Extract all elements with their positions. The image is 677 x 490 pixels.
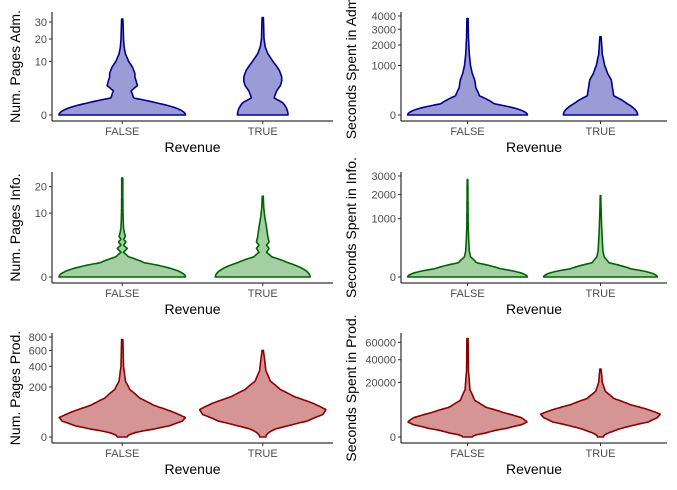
violin-false [407, 337, 528, 438]
y-tick-label: 0 [390, 110, 396, 122]
y-tick-label: 0 [390, 432, 396, 444]
y-axis-title: Num. Pages Prod. [7, 331, 23, 445]
violin-true [214, 195, 311, 278]
x-tick-label: FALSE [450, 126, 484, 138]
x-tick-label: FALSE [450, 288, 484, 300]
x-axis-title: Revenue [164, 461, 220, 477]
x-axis-title: Revenue [506, 301, 562, 317]
x-tick-label: TRUE [586, 448, 616, 460]
violin-true [198, 349, 327, 438]
x-tick-label: FALSE [105, 448, 139, 460]
y-tick-label: 20000 [365, 377, 396, 389]
y-tick-label: 40000 [365, 355, 396, 367]
x-axis-title: Revenue [506, 461, 562, 477]
y-tick-label: 600 [29, 345, 47, 357]
y-axis-title: Seconds Spent in Prod. [343, 314, 359, 461]
violin-false [406, 17, 529, 116]
x-tick-label: TRUE [586, 126, 616, 138]
violin-true [540, 368, 661, 438]
violin-panel: 0 10 20 30 FALSE TRUE Revenue Num. Pages Adm. [7, 10, 333, 155]
violin-true [542, 194, 659, 278]
violin-true [562, 35, 639, 116]
y-tick-label: 20 [35, 182, 47, 194]
y-tick-label: 4000 [372, 11, 396, 23]
y-tick-label: 3000 [372, 24, 396, 36]
y-tick-label: 2000 [372, 40, 396, 52]
y-tick-label: 10 [35, 56, 47, 68]
violin-true [236, 16, 289, 116]
violin-panel: 0 10 20 FALSE TRUE Revenue Num. Pages Info. [7, 172, 333, 317]
y-tick-label: 1000 [372, 214, 396, 226]
x-tick-label: FALSE [450, 448, 484, 460]
y-axis-title: Seconds Spent in Info. [343, 157, 359, 298]
x-axis-title: Revenue [506, 139, 562, 155]
y-tick-label: 0 [390, 272, 396, 284]
x-tick-label: TRUE [248, 126, 278, 138]
y-axis-title: Num. Pages Adm. [7, 10, 23, 123]
violin-false [58, 177, 187, 278]
x-tick-label: FALSE [105, 126, 139, 138]
y-tick-label: 800 [29, 332, 47, 344]
violin-false [406, 178, 529, 278]
y-tick-label: 400 [29, 361, 47, 373]
x-tick-label: TRUE [248, 448, 278, 460]
y-tick-label: 30 [35, 17, 47, 29]
x-axis-title: Revenue [164, 139, 220, 155]
y-tick-label: 1000 [372, 61, 396, 73]
y-tick-label: 200 [29, 382, 47, 394]
x-tick-label: TRUE [248, 288, 278, 300]
violin-false [58, 18, 187, 116]
x-tick-label: TRUE [586, 288, 616, 300]
x-tick-label: FALSE [105, 288, 139, 300]
y-tick-label: 10 [35, 208, 47, 220]
y-tick-label: 60000 [365, 337, 396, 349]
y-tick-label: 0 [41, 272, 47, 284]
violin-false [58, 338, 186, 438]
y-axis-title: Num. Pages Info. [7, 173, 23, 281]
violin-panel: 0 1000 2000 3000 FALSE TRUE Revenue Seconds Spe… [343, 157, 667, 317]
y-tick-label: 0 [41, 110, 47, 122]
y-axis-title: Seconds Spent in Adm. [343, 0, 359, 139]
x-axis-title: Revenue [164, 301, 220, 317]
y-tick-label: 20 [35, 34, 47, 46]
y-tick-label: 3000 [372, 171, 396, 183]
violin-panel: 0 20000 40000 60000 FALSE TRUE Revenue Seconds … [343, 314, 667, 477]
y-tick-label: 2000 [372, 190, 396, 202]
y-tick-label: 0 [41, 432, 47, 444]
